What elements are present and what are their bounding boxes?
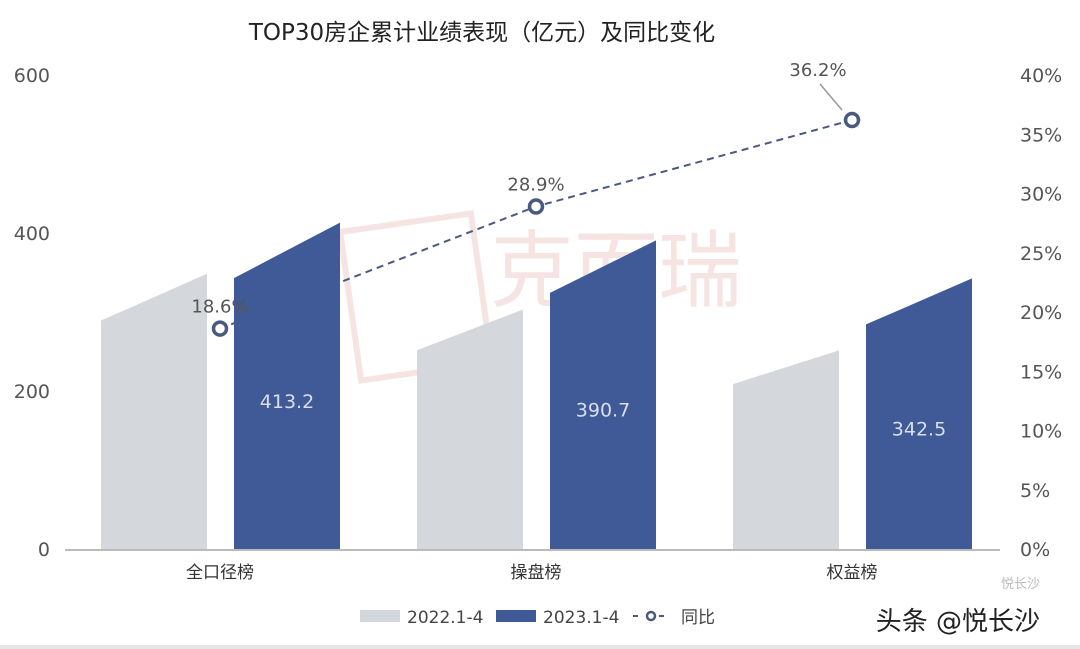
left-tick-label: 600: [14, 65, 50, 87]
legend-label: 同比: [681, 608, 715, 628]
legend-swatch-2023: [496, 610, 536, 622]
right-tick-label: 0%: [1020, 539, 1050, 561]
right-tick-label: 40%: [1020, 65, 1062, 87]
right-tick-label: 10%: [1020, 421, 1062, 443]
chart-title: TOP30房企累计业绩表现（亿元）及同比变化: [248, 20, 715, 46]
bar-2022-1: [417, 309, 523, 549]
credit-text: 头条 @悦长沙: [876, 607, 1040, 637]
credit-small: 悦长沙: [1001, 577, 1040, 592]
legend-label: 2023.1-4: [543, 608, 619, 628]
legend-label: 2022.1-4: [407, 608, 483, 628]
left-tick-label: 0: [38, 539, 50, 561]
bar-2023-1: [550, 240, 656, 550]
yoy-label: 18.6%: [191, 297, 248, 318]
yoy-point: [211, 320, 229, 337]
bar-2022-0: [101, 273, 207, 549]
right-tick-label: 30%: [1020, 184, 1062, 206]
yoy-point: [843, 111, 861, 129]
category-label: 权益榜: [827, 563, 878, 583]
bar-data-label: 390.7: [576, 400, 630, 422]
legend: 2022.1-4 2023.1-4 同比: [360, 608, 715, 628]
yoy-label: 28.9%: [507, 175, 564, 196]
legend-marker-yoy: [645, 610, 657, 622]
bar-data-label: 413.2: [260, 391, 314, 413]
right-tick-label: 25%: [1020, 243, 1062, 265]
leader-line: [819, 83, 843, 111]
yoy-label: 36.2%: [789, 60, 846, 81]
yoy-point: [527, 198, 545, 215]
bar-data-label: 342.5: [892, 419, 946, 441]
bar-2022-2: [733, 350, 839, 549]
right-tick-label: 35%: [1020, 124, 1062, 146]
bar-2023-0: [234, 222, 340, 549]
legend-swatch-2022: [360, 610, 400, 622]
category-label: 操盘榜: [511, 563, 562, 583]
right-tick-label: 5%: [1020, 480, 1050, 502]
watermark: 克而瑞: [336, 210, 742, 384]
bar-2023-2: [866, 278, 972, 549]
right-tick-label: 20%: [1020, 302, 1062, 324]
right-tick-label: 15%: [1020, 361, 1062, 383]
category-label: 全口径榜: [186, 563, 254, 583]
left-tick-label: 200: [14, 381, 50, 403]
left-tick-label: 400: [14, 223, 50, 245]
